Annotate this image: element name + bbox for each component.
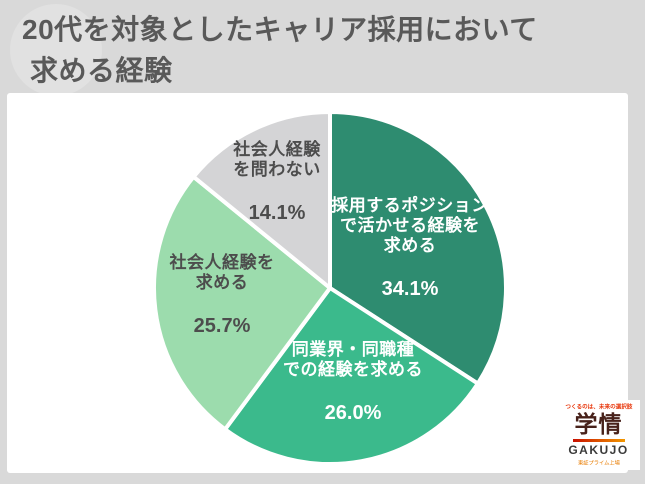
pie-label-1-text: 同業界・同職種 での経験を求める	[283, 340, 423, 380]
pie-label-1: 同業界・同職種 での経験を求める 26.0%	[283, 320, 423, 446]
pie-label-2-value: 25.7%	[193, 315, 251, 338]
page-title-line2: 求める経験	[30, 54, 173, 86]
pie-label-3: 社会人経験 を問わない 14.1%	[233, 120, 321, 246]
logo-slogan: つくるのは、未来の選択肢	[564, 405, 633, 411]
logo-brand-jp: 学情	[574, 411, 623, 438]
pie-label-0: 採用するポジション で活かせる経験を 求める 34.1%	[331, 176, 489, 322]
pie-label-2-text: 社会人経験を 求める	[169, 253, 275, 293]
logo-gradient-bar	[572, 438, 625, 442]
pie-label-2: 社会人経験を 求める 25.7%	[170, 233, 275, 359]
pie-label-3-text: 社会人経験 を問わない	[233, 140, 321, 180]
pie-label-3-value: 14.1%	[248, 202, 306, 225]
page-title-line1: 20代を対象としたキャリア採用において	[22, 14, 538, 45]
decorative-circle	[10, 4, 102, 96]
pie-label-0-text: 採用するポジション で活かせる経験を 求める	[331, 196, 489, 256]
logo-brand-en: GAKUJO	[568, 442, 629, 457]
pie-label-1-value: 26.0%	[324, 402, 382, 425]
gakujo-logo: つくるのは、未来の選択肢 学情 GAKUJO 東証プライム上場	[557, 400, 640, 470]
pie-label-0-value: 34.1%	[381, 278, 439, 301]
page-title: 20代を対象としたキャリア採用において 求める経験	[22, 10, 538, 91]
logo-listing-status: 東証プライム上場	[577, 460, 620, 466]
